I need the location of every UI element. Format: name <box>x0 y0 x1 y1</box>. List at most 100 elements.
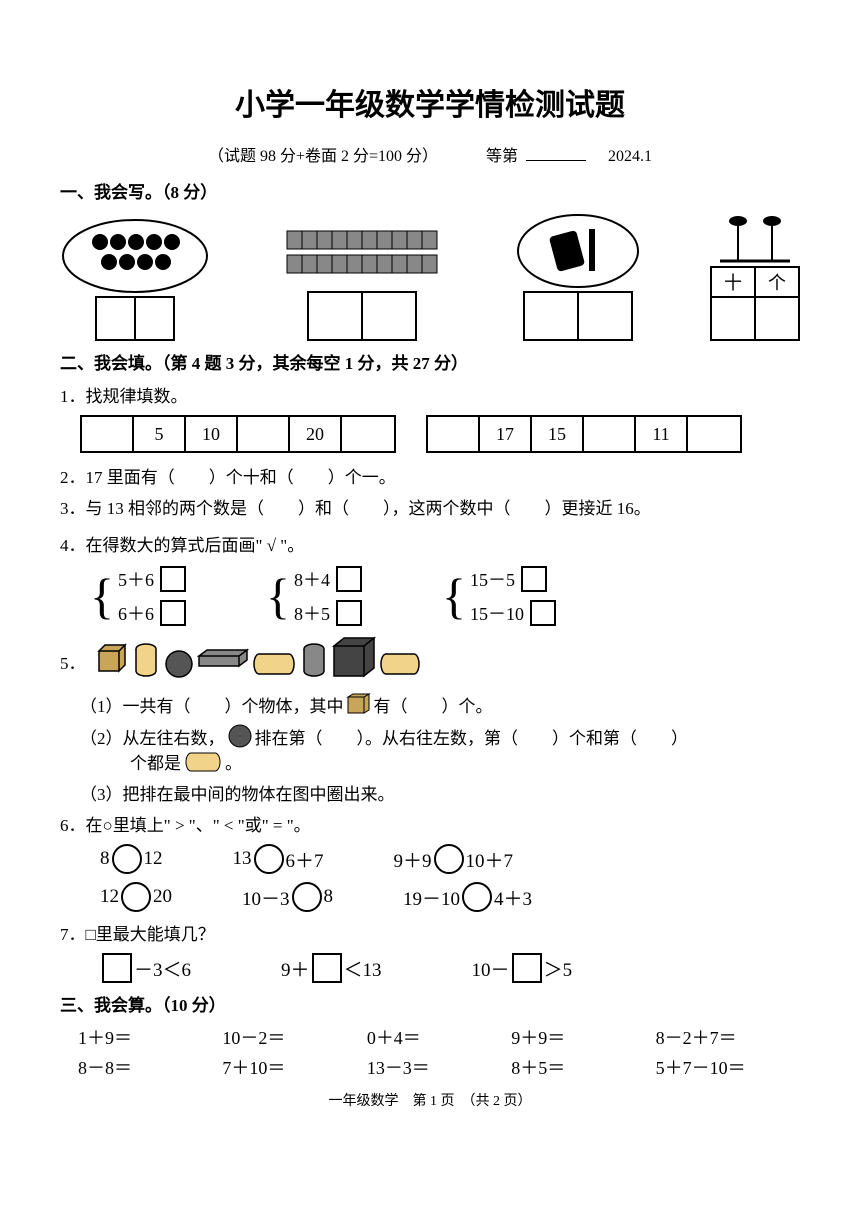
q7-row: －3＜6 9＋＜13 10－＞5 <box>100 953 800 983</box>
expr-line: 5＋6 <box>118 566 186 592</box>
q2-4-label: 4．在得数大的算式后面画" √ "。 <box>60 531 800 556</box>
seq-table-right[interactable]: 17 15 11 <box>426 415 742 453</box>
q5-p3: （3）把排在最中间的物体在图中圈出来。 <box>80 780 800 805</box>
section-3-head: 三、我会算。（10 分） <box>60 991 800 1016</box>
abacus-labels: 十 个 <box>710 266 800 296</box>
seq-cell: 15 <box>532 417 584 451</box>
subtitle: （试题 98 分+卷面 2 分=100 分） 等第 2024.1 <box>60 142 800 166</box>
seq-cell: 10 <box>186 417 238 451</box>
q7-item: －3＜6 <box>100 953 191 983</box>
q2-7-label: 7．□里最大能填几？ <box>60 920 800 945</box>
cubes-group <box>277 221 447 341</box>
cube-sticks-icon <box>277 221 447 291</box>
q5-p2d: 。 <box>225 749 242 774</box>
expr-text: 5＋6 <box>118 566 154 592</box>
cmp-item: 136＋7 <box>233 844 324 874</box>
check-box[interactable] <box>521 566 547 592</box>
calc-expr: 8－8＝ <box>78 1054 222 1080</box>
compare-circle[interactable] <box>434 844 464 874</box>
q7-b-suf: ＜13 <box>344 955 382 982</box>
seq-cell: 11 <box>636 417 688 451</box>
apples-group <box>60 216 210 341</box>
q4-group-2: { 8＋4 8＋5 <box>266 566 362 626</box>
q2-3: 3．与 13 相邻的两个数是（ ）和（ ），这两个数中（ ）更接近 16。 <box>60 494 800 519</box>
q5-p2c: 个都是 <box>130 749 181 774</box>
seq-cell[interactable] <box>342 417 394 451</box>
fill-box[interactable] <box>102 953 132 983</box>
q7-item: 9＋ ＜13 <box>281 953 382 983</box>
q6-row2: 1220 10－3 8 19－10 4＋3 <box>100 882 800 912</box>
calc-expr: 13－3＝ <box>367 1054 511 1080</box>
seq-cell[interactable] <box>82 417 134 451</box>
date-label: 2024.1 <box>608 148 652 165</box>
q7-b-pre: 9＋ <box>281 955 310 982</box>
ones-label: 个 <box>756 268 798 296</box>
expr-line: 6＋6 <box>118 600 186 626</box>
answer-box-1[interactable] <box>95 296 175 341</box>
expr-line: 15－10 <box>470 600 556 626</box>
cmp-item: 9＋910＋7 <box>394 844 514 874</box>
cmp-left: 19－10 <box>403 884 460 911</box>
q2-4-groups: { 5＋6 6＋6 { 8＋4 8＋5 { 15－5 15－10 <box>90 566 800 626</box>
cylinder-icon <box>183 751 223 773</box>
compare-circle[interactable] <box>462 882 492 912</box>
cmp-item: 10－3 8 <box>242 882 333 912</box>
check-box[interactable] <box>336 600 362 626</box>
expr-line: 8＋4 <box>294 566 362 592</box>
check-box[interactable] <box>530 600 556 626</box>
compare-circle[interactable] <box>292 882 322 912</box>
fill-box[interactable] <box>512 953 542 983</box>
compare-circle[interactable] <box>254 844 284 874</box>
seq-cell: 5 <box>134 417 186 451</box>
compare-circle[interactable] <box>112 844 142 874</box>
cmp-left: 10－3 <box>242 884 290 911</box>
calc-expr: 1＋9＝ <box>78 1024 222 1050</box>
grade-label: 等第 <box>486 148 518 165</box>
check-box[interactable] <box>336 566 362 592</box>
cmp-right: 8 <box>324 886 334 908</box>
compare-circle[interactable] <box>121 882 151 912</box>
q7-a: －3＜6 <box>134 955 191 982</box>
cmp-right: 20 <box>153 886 172 908</box>
answer-box-3[interactable] <box>523 291 633 341</box>
grade-blank[interactable] <box>526 147 586 161</box>
q4-group-1: { 5＋6 6＋6 <box>90 566 186 626</box>
calc-expr: 10－2＝ <box>222 1024 366 1050</box>
seq-cell[interactable] <box>238 417 290 451</box>
calc-expr: 7＋10＝ <box>222 1054 366 1080</box>
q2-6-label: 6．在○里填上" > "、" < "或" = "。 <box>60 811 800 836</box>
q2-5-label: 5． <box>60 636 800 686</box>
seq-cell: 17 <box>480 417 532 451</box>
q5-p2a: （2）从左往右数， <box>80 724 225 749</box>
abacus-group: 十 个 <box>710 211 800 341</box>
q2-1-label: 1．找规律填数。 <box>60 382 800 407</box>
page-title: 小学一年级数学学情检测试题 <box>60 80 800 124</box>
expr-line: 8＋5 <box>294 600 362 626</box>
sphere-icon <box>227 723 253 749</box>
calc-expr: 9＋9＝ <box>511 1024 655 1050</box>
cmp-left: 8 <box>100 848 110 870</box>
seq-cell[interactable] <box>428 417 480 451</box>
expr-text: 15－10 <box>470 600 524 626</box>
q7-c-pre: 10－ <box>472 955 510 982</box>
tens-label: 十 <box>712 268 756 296</box>
cmp-item: 1220 <box>100 882 172 912</box>
fill-box[interactable] <box>312 953 342 983</box>
expr-line: 15－5 <box>470 566 556 592</box>
q5-p2b: 排在第（ ）。从右往左数，第（ ）个和第（ ） <box>255 724 689 749</box>
section-1-head: 一、我会写。（8 分） <box>60 178 800 203</box>
answer-box-2[interactable] <box>307 291 417 341</box>
calc-expr: 8＋5＝ <box>511 1054 655 1080</box>
abacus-icon <box>710 211 800 266</box>
answer-box-4[interactable] <box>710 296 800 341</box>
seq-table-left[interactable]: 5 10 20 <box>80 415 396 453</box>
cmp-left: 9＋9 <box>394 846 432 873</box>
seq-cell[interactable] <box>584 417 636 451</box>
scoring-note: （试题 98 分+卷面 2 分=100 分） <box>208 148 438 165</box>
calc-expr: 0＋4＝ <box>367 1024 511 1050</box>
seq-cell[interactable] <box>688 417 740 451</box>
check-box[interactable] <box>160 600 186 626</box>
check-box[interactable] <box>160 566 186 592</box>
q5-p1b: 有（ ）个。 <box>374 692 493 717</box>
cmp-right: 4＋3 <box>494 884 532 911</box>
